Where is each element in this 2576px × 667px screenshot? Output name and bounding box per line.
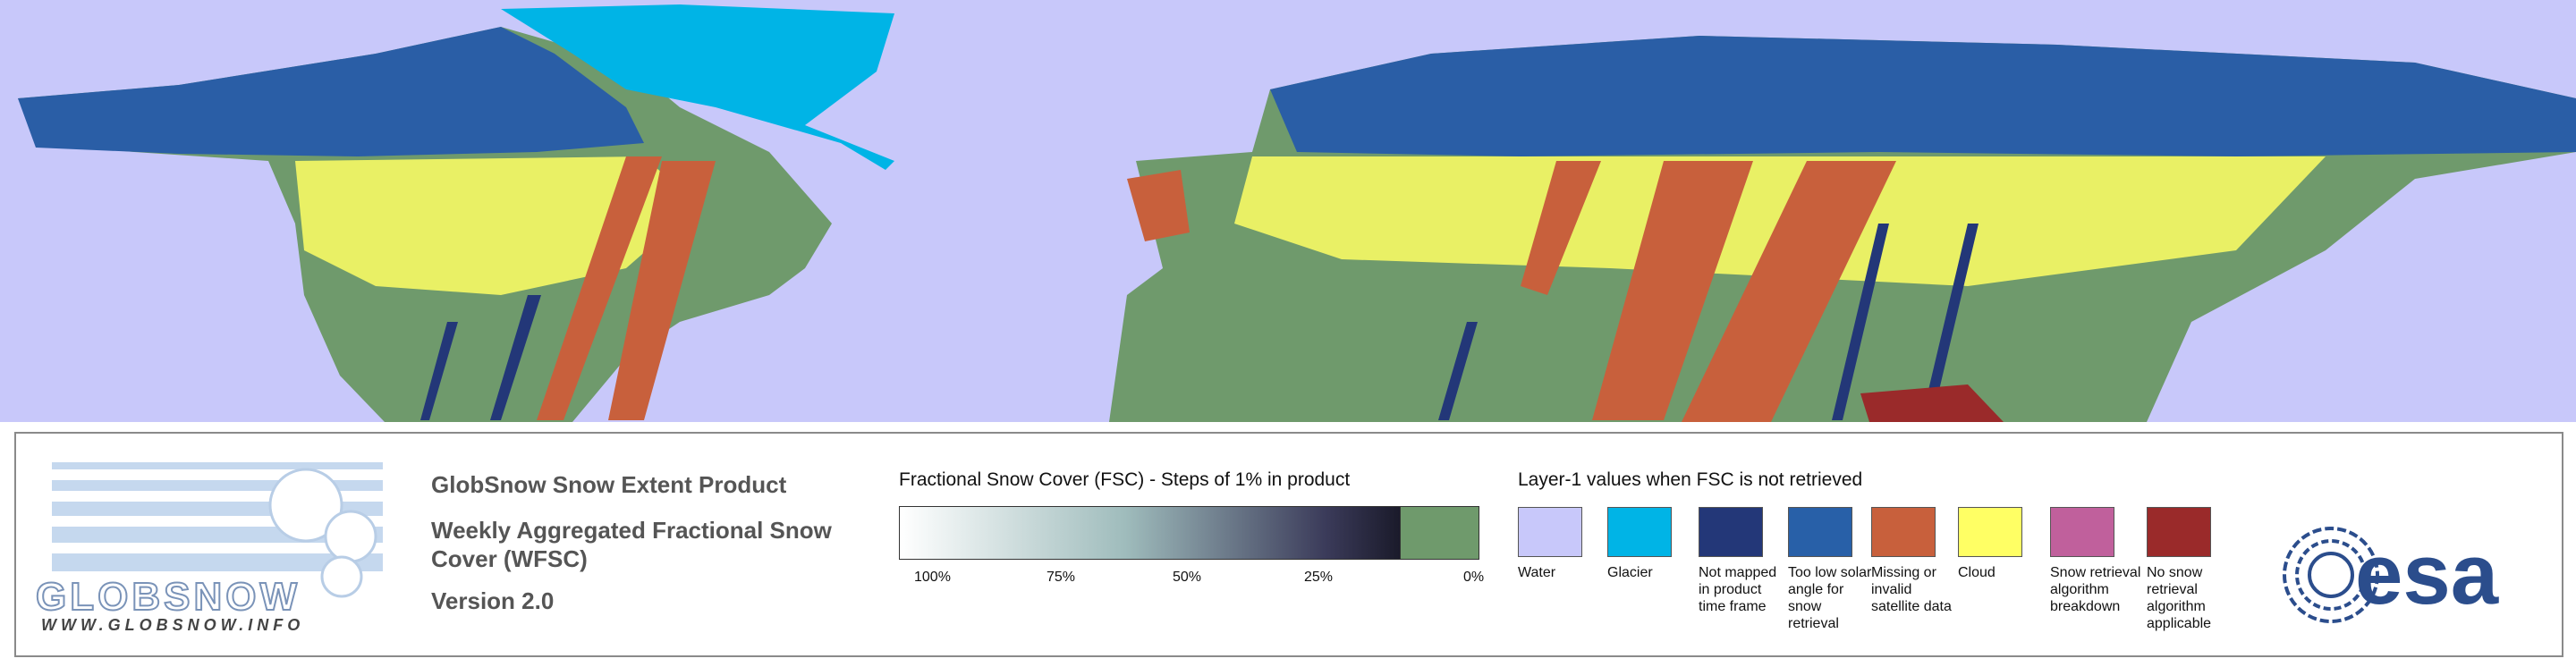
not-mapped	[420, 322, 458, 420]
missing	[608, 161, 716, 420]
legend-label: Snow retrieval algorithm breakdown	[2050, 565, 2141, 614]
esa-logo: esa	[2283, 527, 2499, 623]
legend-label: Water	[1518, 565, 1556, 580]
esa-text: esa	[2355, 527, 2499, 622]
not-mapped	[1438, 322, 1478, 420]
legend-swatch	[1607, 507, 1672, 557]
product-subtitle: Weekly Aggregated Fractional Snow Cover …	[431, 517, 832, 572]
globsnow-logo	[52, 462, 383, 598]
land	[1270, 36, 2576, 156]
legend-swatch	[1788, 507, 1852, 557]
no-retrieval	[1860, 384, 2004, 422]
not-mapped	[1921, 224, 1979, 420]
not-mapped	[490, 295, 541, 420]
legend-swatch	[1518, 507, 1582, 557]
fsc-gradient	[899, 506, 1401, 560]
greenland	[501, 4, 894, 170]
legend-label: No snow retrieval algorithm applicable	[2147, 565, 2212, 631]
legend-label: Glacier	[1607, 565, 1653, 580]
missing	[537, 156, 662, 420]
legend-label: Too low solar angle for snow retrieval	[1788, 565, 1872, 631]
layer1-title: Layer-1 values when FSC is not retrieved	[1518, 469, 1863, 490]
snow-map	[0, 0, 2576, 422]
legend-swatch	[2050, 507, 2114, 557]
legend-panel: GLOBSNOW WWW.GLOBSNOW.INFO GlobSnow Snow…	[14, 432, 2563, 657]
legend-label: Missing or invalid satellite data	[1871, 565, 1952, 614]
fsc-tick-label: 50%	[1173, 570, 1202, 585]
logo-url: WWW.GLOBSNOW.INFO	[41, 616, 305, 634]
legend-swatch	[2147, 507, 2211, 557]
legend-swatch	[1871, 507, 1936, 557]
fsc-tick-label: 100%	[914, 570, 951, 585]
fsc-title: Fractional Snow Cover (FSC) - Steps of 1…	[899, 469, 1351, 490]
product-title: GlobSnow Snow Extent Product	[431, 471, 787, 498]
product-version: Version 2.0	[431, 587, 555, 614]
missing	[1592, 161, 1753, 420]
fsc-tick-label: 75%	[1046, 570, 1076, 585]
land	[18, 27, 644, 156]
legend-swatch	[1699, 507, 1763, 557]
not-mapped	[1832, 224, 1889, 420]
fsc-zero	[1400, 506, 1479, 560]
legend-label: Not mapped in product time frame	[1699, 565, 1777, 614]
uk	[1127, 170, 1190, 241]
fsc-tick-label: 0%	[1463, 570, 1485, 585]
missing	[1682, 161, 1896, 422]
fsc-tick-label: 25%	[1304, 570, 1334, 585]
logo-name: GLOBSNOW	[35, 574, 301, 620]
missing	[1521, 161, 1601, 295]
legend-swatch	[1958, 507, 2022, 557]
legend-label: Cloud	[1958, 565, 1996, 580]
